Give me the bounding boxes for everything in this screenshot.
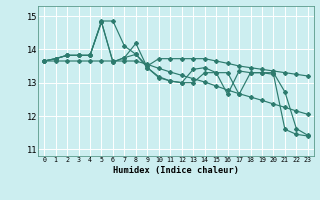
X-axis label: Humidex (Indice chaleur): Humidex (Indice chaleur): [113, 166, 239, 175]
